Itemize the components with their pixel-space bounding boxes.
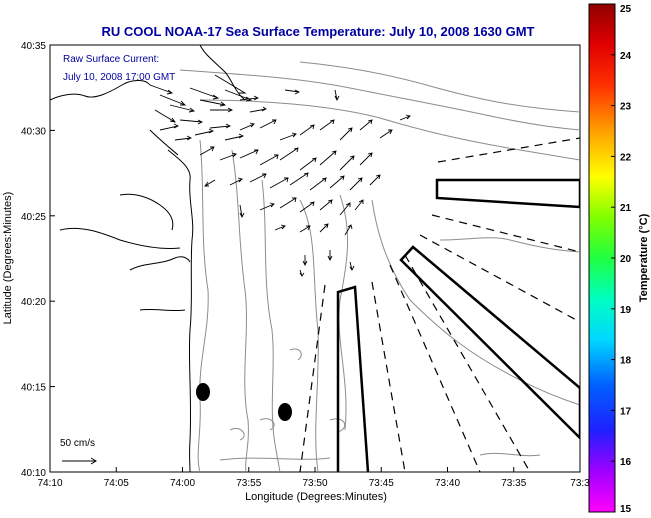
x-tick-label: 74:05: [104, 478, 129, 489]
coastline: [50, 45, 246, 472]
y-tick-label: 40:35: [21, 41, 46, 52]
y-tick-label: 40:25: [21, 212, 46, 223]
scale-arrow: [62, 457, 97, 465]
y-tick-label: 40:10: [21, 468, 46, 479]
colorbar-tick-label: 21: [620, 203, 632, 214]
y-tick-label: 40:30: [21, 126, 46, 137]
radar-dashed-rays: [299, 137, 580, 472]
x-tick-label: 73:55: [236, 478, 261, 489]
x-tick-label: 73:45: [369, 478, 394, 489]
y-axis-label: Latitude (Degrees:Minutes): [2, 192, 14, 325]
colorbar-tick-label: 20: [620, 254, 632, 265]
annotation-line-1: Raw Surface Current:: [63, 54, 159, 65]
colorbar-tick-label: 25: [620, 4, 632, 15]
figure-title: RU COOL NOAA-17 Sea Surface Temperature:…: [101, 24, 534, 39]
x-tick-label: 73:40: [435, 478, 460, 489]
colorbar-tick-label: 19: [620, 305, 632, 316]
colorbar-tick-label: 23: [620, 102, 632, 113]
buoy-marker-2: [278, 403, 292, 421]
buoy-marker-1: [196, 383, 210, 401]
bathymetry-contours: [179, 61, 580, 472]
colorbar-tick-label: 18: [620, 356, 632, 367]
x-tick-label: 74:10: [37, 478, 62, 489]
map-layer: [50, 45, 580, 472]
x-axis: 74:10 74:05 74:00 73:55 73:50 73:45 73:40 73:35…: [37, 467, 590, 489]
x-axis-label: Longitude (Degrees:Minutes): [245, 491, 387, 503]
x-tick-label: 73:3: [570, 478, 590, 489]
plot-frame: [49, 44, 581, 473]
radar-coverage-polygons: [336, 178, 580, 472]
y-tick-label: 40:15: [21, 383, 46, 394]
y-tick-label: 40:20: [21, 297, 46, 308]
current-vectors: [149, 74, 411, 277]
colorbar: [588, 3, 616, 513]
colorbar-tick-label: 17: [620, 406, 632, 417]
colorbar-label: Temperature (°C): [638, 213, 650, 302]
x-tick-label: 73:35: [501, 478, 526, 489]
x-tick-label: 73:50: [302, 478, 327, 489]
colorbar-tick-label: 24: [620, 51, 632, 62]
y-axis: 40:10 40:15 40:20 40:25 40:30 40:35: [21, 41, 55, 479]
colorbar-tick-label: 16: [620, 457, 632, 468]
annotation-line-2: July 10, 2008 17:00 GMT: [63, 72, 175, 83]
colorbar-tick-label: 22: [620, 152, 632, 163]
colorbar-ticks: 15 16 17 18 19 20 21 22 23 24 25: [611, 3, 632, 515]
scale-label: 50 cm/s: [60, 438, 95, 449]
x-tick-label: 74:00: [170, 478, 195, 489]
colorbar-tick-label: 15: [620, 504, 632, 515]
